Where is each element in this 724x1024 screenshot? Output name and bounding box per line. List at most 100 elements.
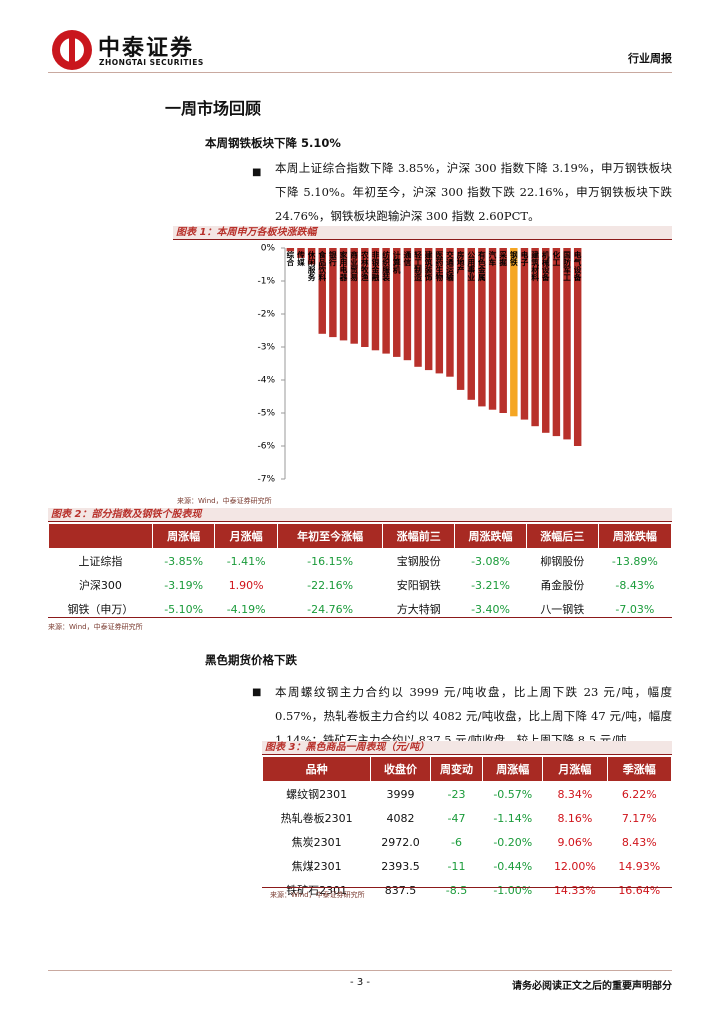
header-cell: 周涨跌幅 — [454, 523, 527, 549]
subsection: 黑色期货价格下跌 — [205, 653, 297, 667]
source: 来源：Wind，中泰证券研究所 — [270, 891, 365, 899]
category-label: 轻工制造 — [413, 250, 422, 282]
cell: 热轧卷板2301 — [280, 812, 353, 825]
bar — [424, 248, 433, 371]
cell: -24.76% — [307, 602, 354, 616]
bar — [318, 248, 326, 334]
subsection: 本周钢铁板块下降 5.10% — [205, 136, 341, 150]
cell: 八一钢铁 — [540, 603, 585, 616]
report-type: 行业周报 — [628, 52, 672, 65]
header-row: 周涨幅 月涨幅 年初至今涨幅 涨幅前三 周涨跌幅 涨幅后三 周涨跌幅 — [48, 523, 673, 549]
bar — [520, 248, 529, 420]
bar — [403, 248, 412, 361]
header-cell: 年初至今涨幅 — [276, 523, 384, 549]
cell: 1.90% — [228, 578, 264, 592]
cell: -3.85% — [164, 554, 204, 568]
cell: 4082 — [386, 811, 415, 825]
table-rule — [262, 887, 672, 888]
cell: 837.5 — [384, 883, 417, 897]
bar — [510, 248, 518, 417]
cell: 螺纹钢2301 — [286, 788, 348, 801]
bar — [552, 248, 561, 437]
cell: 柳钢股份 — [540, 555, 585, 568]
category-label: 电气设备 — [573, 250, 582, 282]
y-tick-label: -5% — [257, 409, 275, 419]
bar — [361, 248, 369, 347]
header-cell: 周涨幅 — [151, 523, 216, 549]
category-label: 计算机 — [392, 250, 401, 275]
category-label: 化工 — [552, 250, 561, 266]
header-cell: 品种 — [261, 756, 372, 782]
cell: -16.15% — [307, 554, 354, 568]
category-label: 食品饮料 — [318, 250, 327, 282]
bar — [499, 248, 507, 413]
cell: -11 — [447, 859, 466, 873]
bar — [297, 248, 305, 258]
category-label: 房地产 — [456, 250, 465, 275]
bar — [446, 248, 454, 377]
category-label: 国防军工 — [562, 250, 571, 281]
header-cell: 季涨幅 — [606, 756, 673, 782]
header-cell: 涨幅前三 — [382, 523, 456, 549]
source: 来源：Wind，中泰证券研究所 — [177, 497, 272, 505]
row: 焦炭2301 2972.0 -6 -0.20% 9.06% 8.43% — [263, 830, 672, 854]
row: 热轧卷板2301 4082 -47 -1.14% 8.16% 7.17% — [263, 806, 672, 830]
cell: 焦炭2301 — [291, 836, 342, 849]
cell: -0.44% — [493, 859, 533, 873]
category-label: 纺织服装 — [381, 250, 390, 282]
cell: 9.06% — [557, 835, 593, 849]
cell: -4.19% — [226, 602, 266, 616]
bar — [382, 248, 390, 354]
header-cell — [48, 523, 153, 549]
index-table: 周涨幅 月涨幅 年初至今涨幅 涨幅前三 周涨跌幅 涨幅后三 周涨跌幅上证综指 -3.85% -1… — [48, 523, 673, 621]
cell: -22.16% — [307, 578, 354, 592]
header-cell: 月涨幅 — [542, 756, 608, 782]
cell: -8.5 — [445, 883, 468, 897]
cell: 宝钢股份 — [396, 555, 441, 568]
cell: 上证综指 — [78, 555, 123, 568]
bar — [573, 248, 582, 446]
header-rule — [48, 72, 672, 73]
cell: -23 — [447, 787, 466, 801]
cell: 8.16% — [557, 811, 593, 825]
cell: 钢铁（申万） — [67, 603, 134, 616]
logo-icon — [52, 30, 92, 70]
bar — [371, 248, 380, 351]
logo-en: ZHONGTAI SECURITIES — [99, 58, 204, 67]
footer-rule — [48, 970, 672, 971]
cell: 甬金股份 — [540, 579, 585, 592]
bar — [478, 248, 486, 407]
header-cell: 月涨幅 — [214, 523, 278, 549]
logo-cn: 中泰证券 — [98, 36, 195, 61]
row: 螺纹钢2301 3999 -23 -0.57% 8.34% 6.22% — [263, 782, 672, 807]
paragraph: 本周螺纹钢主力合约以 3999 元/吨收盘，比上周下跌 23 元/吨，幅度 0.… — [275, 685, 672, 747]
category-label: 交通运输 — [445, 250, 454, 282]
category-label: 电子 — [520, 250, 529, 267]
category-label: 传媒 — [296, 250, 305, 267]
y-tick-label: -3% — [257, 343, 275, 353]
category-label: 钢铁 — [509, 250, 518, 267]
footer-notice: 请务必阅读正文之后的重要声明部分 — [512, 981, 672, 992]
header-cell: 周变动 — [429, 756, 484, 782]
category-label: 通信 — [403, 250, 412, 267]
bar — [435, 248, 444, 374]
bullet: ■ — [252, 687, 262, 698]
category-label: 休闲服务 — [307, 250, 316, 282]
category-label: 医药生物 — [435, 251, 444, 282]
y-tick-label: 0% — [261, 244, 276, 254]
y-tick-label: -2% — [257, 310, 275, 320]
source: 来源：Wind，中泰证券研究所 — [48, 623, 143, 631]
y-tick-label: -4% — [257, 376, 275, 386]
cell: 沪深300 — [78, 579, 122, 592]
bar — [531, 248, 539, 427]
bar — [563, 248, 571, 440]
header-cell: 周涨跌幅 — [597, 523, 673, 549]
cell: 3999 — [386, 787, 415, 801]
table-caption: 图表 2：部分指数及钢铁个股表现 — [48, 508, 672, 522]
category-label: 采掘 — [498, 250, 507, 267]
row: 沪深300 -3.19% 1.90% -22.16% 安阳钢铁 -3.21% 甬金股份 -8.… — [49, 573, 672, 597]
header-cell: 周涨幅 — [482, 756, 544, 782]
cell: 方大特钢 — [396, 603, 441, 616]
table-rule — [48, 617, 672, 618]
cell: -6 — [451, 835, 462, 849]
